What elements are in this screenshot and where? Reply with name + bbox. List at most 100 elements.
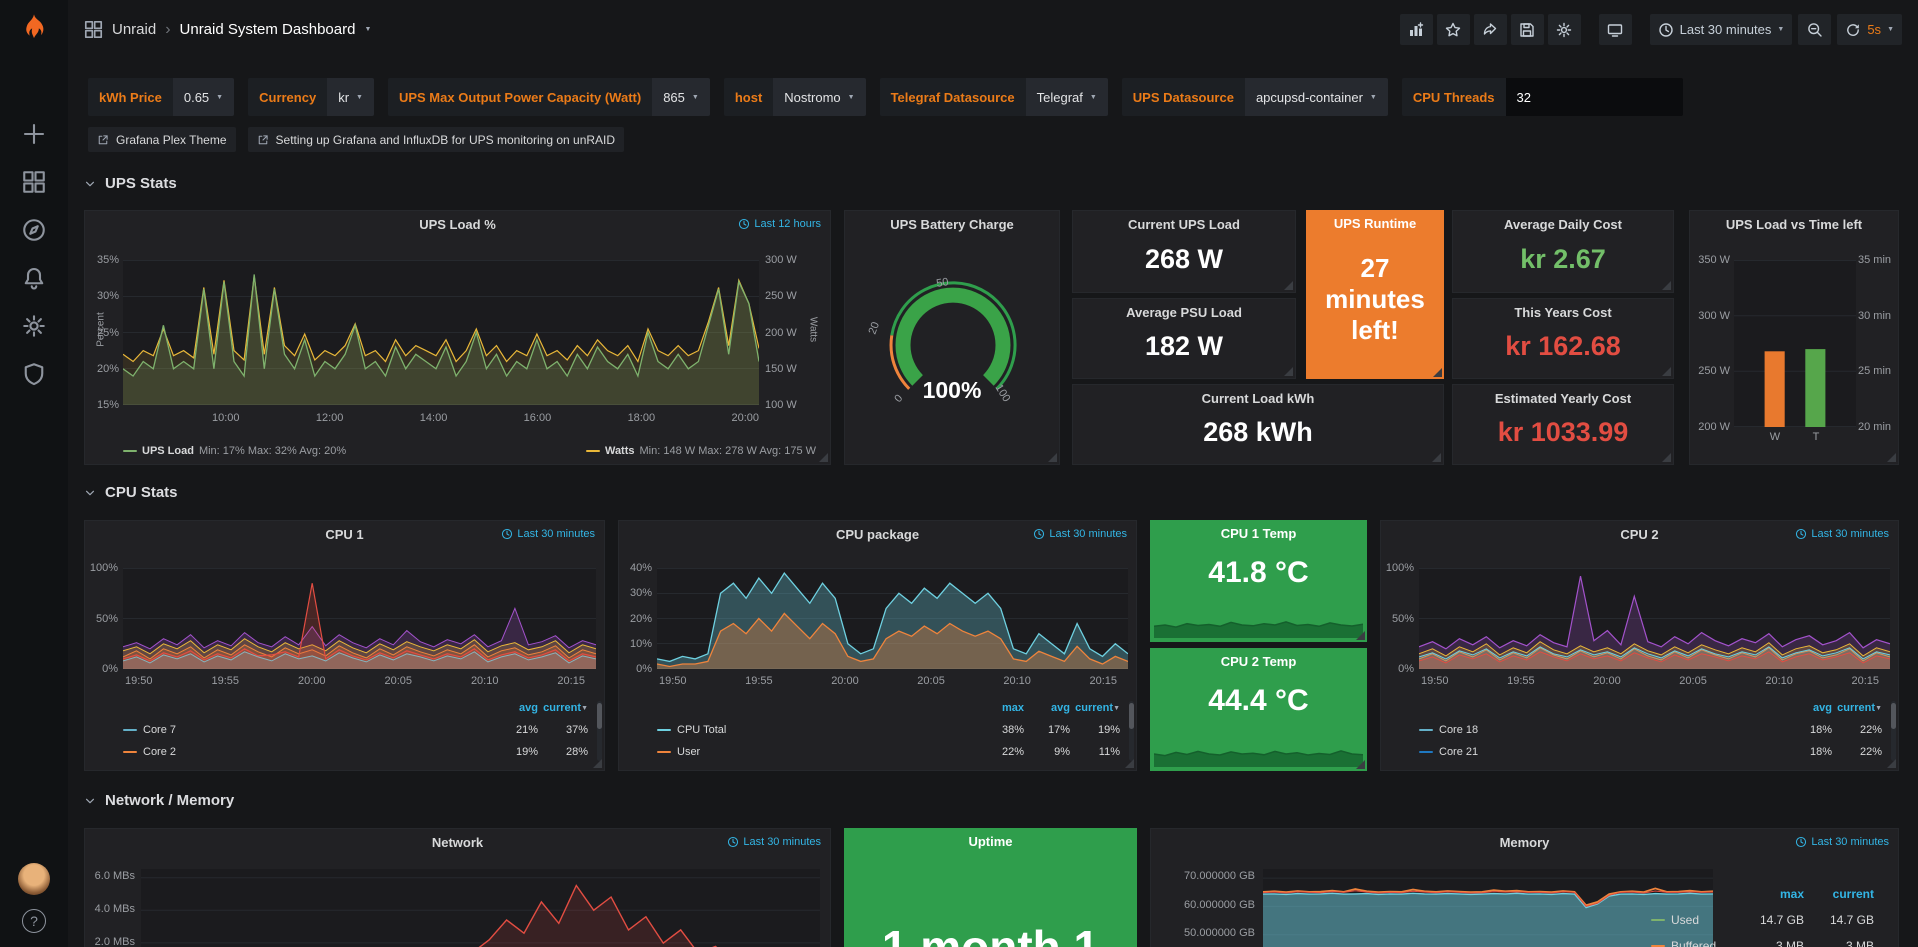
time-range-picker[interactable]: Last 30 minutes ▼ (1649, 14, 1793, 45)
cpu2-chart[interactable] (1419, 568, 1890, 669)
resize-handle[interactable] (819, 453, 828, 462)
resize-handle[interactable] (1662, 367, 1671, 376)
legend-item[interactable]: UPS Load Min: 17% Max: 32% Avg: 20% (123, 445, 346, 457)
cpu-threads-input[interactable]: 32 (1505, 78, 1683, 116)
settings-button[interactable] (1547, 14, 1581, 45)
resize-handle[interactable] (1432, 453, 1441, 462)
legend-table[interactable]: max current Used 14.7 GB 14.7 GB Buffered 3 … (1651, 881, 1874, 947)
panel-title[interactable]: UPS Load vs Time left (1725, 217, 1863, 232)
breadcrumb-folder[interactable]: Unraid (112, 21, 157, 38)
variable-value-dropdown[interactable]: Nostromo ▼ (773, 78, 866, 116)
panel-title[interactable]: Current Load kWh (1201, 391, 1315, 406)
share-button[interactable] (1473, 14, 1507, 45)
section-ups-stats[interactable]: UPS Stats (84, 175, 177, 192)
panel-title[interactable]: Estimated Yearly Cost (1494, 391, 1632, 406)
tv-mode-button[interactable] (1598, 14, 1632, 45)
resize-handle[interactable] (1662, 453, 1671, 462)
legend-row[interactable]: User 22% 9% 11% (657, 741, 1120, 763)
ups-vs-time-bar-chart[interactable] (1734, 260, 1856, 427)
variable-value-dropdown[interactable]: Telegraf ▼ (1025, 78, 1108, 116)
resize-handle[interactable] (1284, 367, 1293, 376)
resize-handle[interactable] (1048, 453, 1057, 462)
alerting-bell-icon[interactable] (22, 266, 46, 290)
resize-handle[interactable] (1887, 453, 1896, 462)
ups-load-chart[interactable] (123, 260, 759, 405)
resize-handle[interactable] (1662, 281, 1671, 290)
resize-handle[interactable] (1125, 759, 1134, 768)
legend-header[interactable]: max current (1779, 887, 1874, 901)
help-icon[interactable]: ? (22, 909, 46, 933)
resize-handle[interactable] (1284, 281, 1293, 290)
external-link-icon (98, 134, 108, 144)
resize-handle[interactable] (593, 759, 602, 768)
variable-value-dropdown[interactable]: apcupsd-container ▼ (1244, 78, 1388, 116)
panel-title[interactable]: UPS Battery Charge (890, 217, 1014, 232)
panel-title[interactable]: CPU 2 (1620, 527, 1659, 542)
legend-row[interactable]: Used 14.7 GB 14.7 GB (1651, 907, 1874, 933)
legend-row[interactable]: Core 2 19% 28% (123, 741, 588, 763)
add-panel-button[interactable] (1399, 14, 1433, 45)
refresh-button[interactable]: 5s ▼ (1837, 14, 1902, 45)
panel-title[interactable]: UPS Runtime (1333, 216, 1417, 231)
panel-title[interactable]: Memory (1499, 835, 1550, 850)
chevron-down-icon[interactable]: ▼ (364, 26, 372, 33)
gear-icon (1556, 22, 1572, 37)
legend-scrollbar[interactable] (1129, 701, 1134, 761)
panel-title[interactable]: CPU 1 Temp (1220, 526, 1297, 541)
legend-row[interactable]: Buffered 3 MB 3 MB (1651, 933, 1874, 947)
panel-title[interactable]: CPU 1 (325, 527, 364, 542)
time-badge: Last 30 minutes (1795, 836, 1889, 848)
link-ups-monitoring-guide[interactable]: Setting up Grafana and InfluxDB for UPS … (247, 127, 625, 152)
legend-header[interactable]: avg current ▼ (519, 702, 588, 714)
y-axis: 40% 30% 20% 10% 0% (629, 562, 652, 675)
network-chart[interactable] (141, 869, 820, 947)
panel-title[interactable]: Network (431, 835, 484, 850)
panel-title[interactable]: Average PSU Load (1126, 305, 1242, 320)
legend-row[interactable]: Core 7 21% 37% (123, 719, 588, 741)
star-button[interactable] (1436, 14, 1470, 45)
plus-icon[interactable] (22, 122, 46, 146)
variable-value-dropdown[interactable]: kr ▼ (327, 78, 374, 116)
cpu1-chart[interactable] (123, 568, 596, 669)
configuration-gear-icon[interactable] (22, 314, 46, 338)
legend-item[interactable]: Watts Min: 148 W Max: 278 W Avg: 175 W (585, 445, 816, 457)
legend-scrollbar[interactable] (597, 701, 602, 761)
panel-title[interactable]: Average Daily Cost (1503, 217, 1622, 232)
legend-row[interactable]: CPU Total 38% 17% 19% (657, 719, 1120, 741)
save-button[interactable] (1510, 14, 1544, 45)
panel-title[interactable]: CPU 2 Temp (1220, 654, 1297, 669)
legend-row[interactable]: Core 21 18% 22% (1419, 741, 1882, 763)
dashboard-title[interactable]: Unraid System Dashboard (179, 21, 356, 38)
resize-handle[interactable] (1356, 760, 1365, 769)
section-cpu-stats[interactable]: CPU Stats (84, 484, 178, 501)
legend-table[interactable]: avg current ▼ Core 18 18% 22% Core 21 18% 22% (1419, 697, 1882, 763)
variable-value-dropdown[interactable]: 865 ▼ (652, 78, 710, 116)
shield-icon[interactable] (22, 362, 46, 386)
section-network-memory[interactable]: Network / Memory (84, 792, 234, 809)
panel-title[interactable]: This Years Cost (1514, 305, 1612, 320)
variable-value-dropdown[interactable]: 0.65 ▼ (172, 78, 235, 116)
zoom-out-button[interactable] (1798, 14, 1832, 45)
legend-header[interactable]: max avg current ▼ (1001, 702, 1120, 714)
panel-title[interactable]: Uptime (968, 834, 1013, 849)
y-axis: 100% 50% 0% (89, 562, 118, 675)
memory-chart[interactable] (1263, 869, 1713, 947)
panel-title[interactable]: CPU package (835, 527, 920, 542)
legend-header[interactable]: avg current ▼ (1813, 702, 1882, 714)
resize-handle[interactable] (1887, 759, 1896, 768)
legend-table[interactable]: avg current ▼ Core 7 21% 37% Core 2 19% 28% (123, 697, 588, 763)
resize-handle[interactable] (1356, 631, 1365, 640)
panel-title[interactable]: UPS Load % (419, 217, 496, 232)
legend[interactable]: UPS Load Min: 17% Max: 32% Avg: 20% Watts… (123, 445, 816, 457)
link-grafana-plex-theme[interactable]: Grafana Plex Theme (88, 127, 236, 152)
resize-handle[interactable] (1433, 368, 1442, 377)
legend-row[interactable]: Core 18 18% 22% (1419, 719, 1882, 741)
legend-table[interactable]: max avg current ▼ CPU Total 38% 17% 19% User 22… (657, 697, 1120, 763)
legend-scrollbar[interactable] (1891, 701, 1896, 761)
grafana-logo[interactable] (17, 12, 51, 46)
cpu-package-chart[interactable] (657, 568, 1128, 669)
dashboards-icon[interactable] (22, 170, 46, 194)
explore-compass-icon[interactable] (22, 218, 46, 242)
panel-title[interactable]: Current UPS Load (1128, 217, 1240, 232)
user-avatar[interactable] (18, 863, 50, 895)
